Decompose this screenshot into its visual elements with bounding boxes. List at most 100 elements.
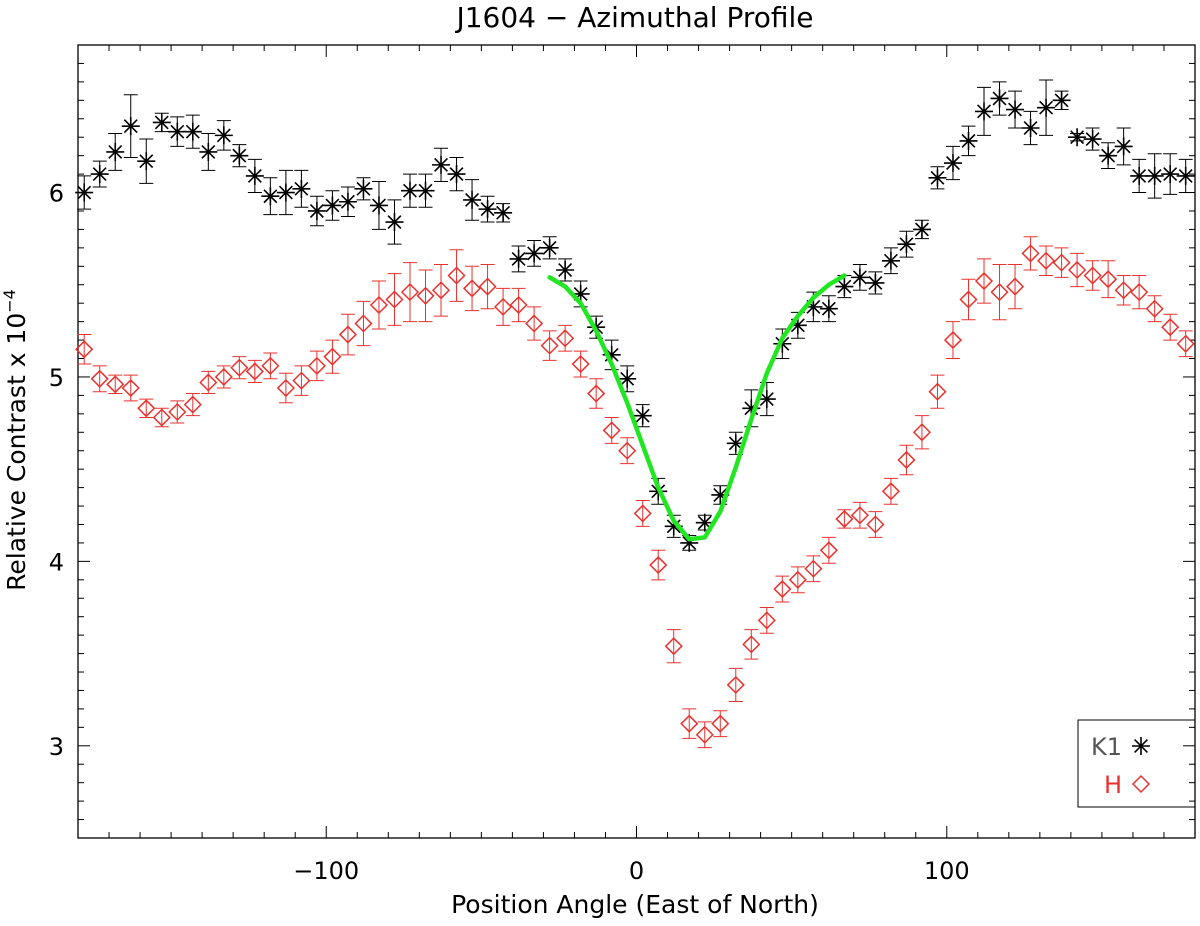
data-point-k1 (447, 165, 466, 184)
y-axis: 3 4 5 6 (49, 44, 1195, 839)
data-point-k1 (245, 166, 264, 185)
data-point-k1 (556, 260, 575, 279)
error-bar (682, 708, 697, 739)
error-bar (542, 330, 557, 361)
data-point-k1 (680, 533, 699, 552)
data-point-h (1068, 260, 1087, 280)
data-point-h (540, 336, 559, 355)
error-bar (449, 249, 464, 302)
data-point-k1 (540, 238, 559, 257)
data-point-k1 (1068, 128, 1087, 147)
data-point-k1 (199, 142, 218, 161)
data-point-h (912, 423, 932, 442)
data-point-h (1114, 281, 1133, 300)
data-point-k1 (850, 268, 869, 287)
data-point-h (525, 314, 544, 333)
data-point-k1 (881, 251, 900, 270)
error-bar (325, 339, 340, 374)
data-point-h (1176, 334, 1195, 353)
data-point-h (897, 450, 916, 470)
legend-box (1077, 719, 1196, 808)
data-point-h (695, 725, 714, 744)
data-point-h (773, 579, 792, 599)
error-bar (387, 273, 402, 326)
data-point-k1 (1145, 166, 1164, 185)
data-point-h (385, 290, 404, 309)
data-point-k1 (137, 152, 156, 171)
data-point-h (835, 509, 854, 529)
data-point-h (307, 356, 326, 375)
error-bar (961, 278, 976, 321)
data-point-h (1130, 283, 1149, 302)
data-point-k1 (990, 89, 1009, 108)
data-point-h (292, 371, 311, 390)
data-point-h (416, 286, 435, 305)
legend-marker-k1 (1132, 737, 1150, 755)
data-point-h (556, 329, 575, 348)
data-point-h (742, 635, 761, 654)
data-point-k1 (618, 369, 637, 388)
data-point-k1 (183, 122, 202, 141)
data-point-k1 (292, 179, 311, 198)
data-point-k1 (354, 179, 373, 198)
legend-asterisk-icon (1132, 737, 1150, 755)
data-point-k1 (494, 203, 513, 222)
y-axis-label: Relative Contrast x 10−4 (0, 289, 31, 591)
series-k1 (75, 79, 1195, 552)
y-axis-label-text: Relative Contrast x 10 (2, 313, 31, 591)
data-point-k1 (400, 181, 419, 200)
legend-label-k1: K1 (1091, 733, 1122, 761)
legend-diamond-icon (1131, 774, 1151, 794)
data-point-k1 (633, 406, 652, 425)
error-bar (1039, 245, 1054, 277)
data-point-k1 (432, 155, 451, 174)
data-point-k1 (369, 196, 388, 215)
data-point-k1 (276, 183, 295, 202)
series-h (75, 236, 1195, 749)
data-point-h (726, 675, 745, 694)
error-bar (977, 258, 992, 304)
data-point-h (245, 362, 264, 381)
x-tick-label: 100 (924, 857, 970, 885)
data-point-k1 (711, 485, 730, 504)
data-point-k1 (338, 192, 357, 211)
y-tick-label: 5 (49, 364, 64, 392)
data-point-h (1083, 266, 1102, 285)
data-point-k1 (943, 154, 962, 173)
error-bar (945, 321, 960, 360)
data-point-k1 (323, 196, 342, 215)
data-point-k1 (757, 390, 776, 409)
data-point-k1 (385, 213, 404, 232)
error-bar (1116, 275, 1131, 306)
data-point-k1 (214, 126, 233, 145)
data-point-k1 (525, 244, 544, 263)
data-point-h (974, 271, 994, 291)
data-point-h (214, 367, 233, 387)
data-point-h (494, 297, 513, 316)
data-point-h (1161, 318, 1180, 337)
error-bar (1085, 260, 1100, 291)
data-point-h (323, 347, 342, 366)
data-point-h (90, 369, 109, 388)
data-point-h (959, 290, 978, 309)
data-point-h (711, 714, 730, 733)
data-point-h (354, 314, 373, 333)
data-point-k1 (152, 113, 171, 132)
data-point-k1 (866, 273, 885, 292)
data-point-k1 (1161, 165, 1180, 184)
data-point-h (680, 714, 699, 733)
data-point-h (1037, 251, 1056, 270)
data-point-h (571, 354, 590, 374)
data-point-k1 (835, 277, 854, 296)
error-bar (899, 444, 914, 476)
error-bar (1070, 252, 1085, 288)
data-point-k1 (261, 187, 280, 206)
data-point-k1 (1130, 166, 1149, 185)
series-layer (75, 79, 1195, 749)
plot-frame (77, 44, 1196, 839)
data-point-k1 (1037, 98, 1056, 117)
error-bar (278, 372, 293, 404)
error-bar (139, 398, 154, 419)
data-point-k1 (1099, 146, 1118, 165)
data-point-h (1005, 277, 1025, 296)
